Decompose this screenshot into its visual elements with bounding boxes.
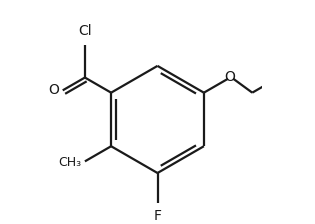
Text: F: F	[153, 209, 162, 223]
Text: O: O	[224, 70, 235, 84]
Text: Cl: Cl	[78, 24, 92, 39]
Text: CH₃: CH₃	[58, 156, 81, 169]
Text: O: O	[49, 83, 59, 97]
